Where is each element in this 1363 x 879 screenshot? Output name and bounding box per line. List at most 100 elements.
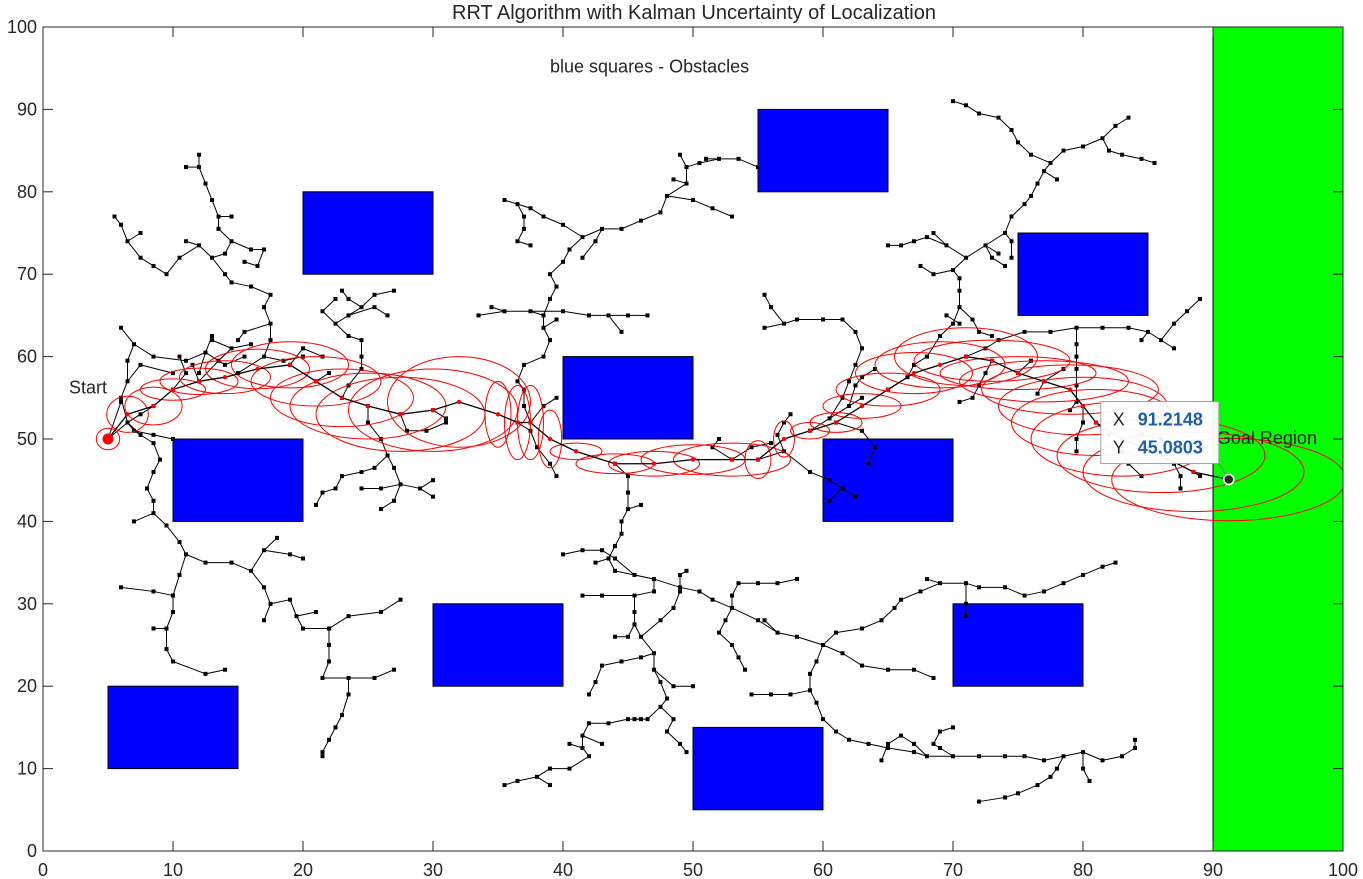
path-layer <box>102 354 1231 482</box>
tree-node <box>821 717 825 722</box>
tree-node <box>964 614 968 619</box>
uncertainty-ellipse <box>484 380 512 448</box>
tree-node <box>385 313 390 318</box>
tree-node <box>346 614 351 619</box>
tree-node <box>236 338 240 343</box>
tree-node <box>639 717 643 722</box>
tree-node <box>1120 754 1124 759</box>
tree-node <box>912 667 916 672</box>
tree-edge <box>842 488 856 498</box>
tree-node <box>723 618 728 623</box>
tree-edge <box>172 661 206 675</box>
tree-node <box>268 292 273 297</box>
tree-edge <box>777 632 798 638</box>
tree-edge <box>1160 339 1175 349</box>
tree-edge <box>153 265 167 275</box>
tree-node <box>1113 560 1118 565</box>
tree-node <box>892 605 897 610</box>
tree-node <box>671 177 676 182</box>
uncertainty-ellipse <box>809 412 863 433</box>
tree-node <box>171 610 175 615</box>
tree-node <box>268 338 273 343</box>
tree-node <box>1081 144 1085 149</box>
tree-node <box>665 729 669 734</box>
tree-edge <box>848 739 869 745</box>
tree-node <box>1100 136 1105 141</box>
tree-node <box>554 317 559 322</box>
tree-node <box>626 474 630 479</box>
data-tip[interactable]: X 91.2148 Y 45.0803 <box>1100 401 1235 486</box>
tree-node <box>886 746 890 750</box>
tree-node <box>873 366 877 371</box>
tree-node <box>1061 581 1066 586</box>
tree-node <box>1022 329 1027 334</box>
tree-edge <box>166 611 174 629</box>
tree-edge <box>198 360 219 382</box>
tree-edge <box>1063 751 1084 757</box>
uncertainty-ellipse <box>1111 437 1343 522</box>
tree-node <box>151 626 156 631</box>
tree-node <box>489 305 494 310</box>
tree-edge <box>783 319 798 325</box>
datatip-box[interactable] <box>1100 401 1220 465</box>
tree-node <box>151 469 156 474</box>
tree-edge <box>621 220 642 230</box>
tree-edge <box>777 422 785 436</box>
tree-edge <box>218 347 232 362</box>
tree-node <box>197 165 201 170</box>
tree-edge <box>231 240 252 250</box>
tree-node <box>359 305 364 310</box>
tree-node <box>541 404 546 409</box>
tree-node <box>645 313 650 318</box>
tree-edge <box>913 669 934 679</box>
tree-node <box>333 296 338 301</box>
tree-node <box>671 605 676 610</box>
tree-edge <box>614 558 635 576</box>
tree-edge <box>120 327 135 345</box>
tree-node <box>372 292 377 297</box>
datatip-marker[interactable] <box>1223 473 1235 486</box>
tree-edge <box>1037 776 1051 786</box>
tree-edge <box>400 483 421 489</box>
tree-node <box>184 165 188 170</box>
x-tick-label: 60 <box>813 860 833 879</box>
tree-edge <box>1063 145 1084 152</box>
tree-edge <box>335 323 349 337</box>
tree-edge <box>868 743 889 749</box>
tree-node <box>151 354 156 359</box>
tree-edge <box>614 533 622 547</box>
tree-edge <box>426 422 447 432</box>
tree-node <box>1016 140 1020 145</box>
tree-edge <box>640 211 661 222</box>
tree-edge <box>569 236 583 250</box>
tree-node <box>580 733 585 738</box>
tree-node <box>1126 325 1131 330</box>
tree-node <box>203 560 208 565</box>
tree-node <box>717 437 721 441</box>
tree-node <box>184 239 188 244</box>
tree-node <box>262 247 266 252</box>
tree-node <box>990 334 994 338</box>
tree-edge <box>829 488 843 502</box>
path-node <box>151 403 156 409</box>
tree-node <box>528 243 533 248</box>
tree-node <box>190 362 195 367</box>
tree-edge <box>530 405 544 423</box>
chart-title: RRT Algorithm with Kalman Uncertainty of… <box>452 2 936 24</box>
tree-node <box>1100 325 1105 330</box>
tree-node <box>957 399 962 404</box>
tree-node <box>268 601 273 606</box>
tree-edge <box>120 381 128 398</box>
tree-edge <box>1160 323 1175 341</box>
tree-node <box>613 544 617 549</box>
path-node <box>528 420 533 425</box>
tree-edge <box>848 397 863 407</box>
tree-node <box>171 371 175 376</box>
tree-edge <box>348 611 382 617</box>
tree-node <box>730 605 734 610</box>
tree-node <box>1009 214 1014 219</box>
tree-node <box>847 404 851 409</box>
tree-node <box>541 325 546 330</box>
tree-edge <box>926 578 941 584</box>
path-node <box>125 412 130 417</box>
